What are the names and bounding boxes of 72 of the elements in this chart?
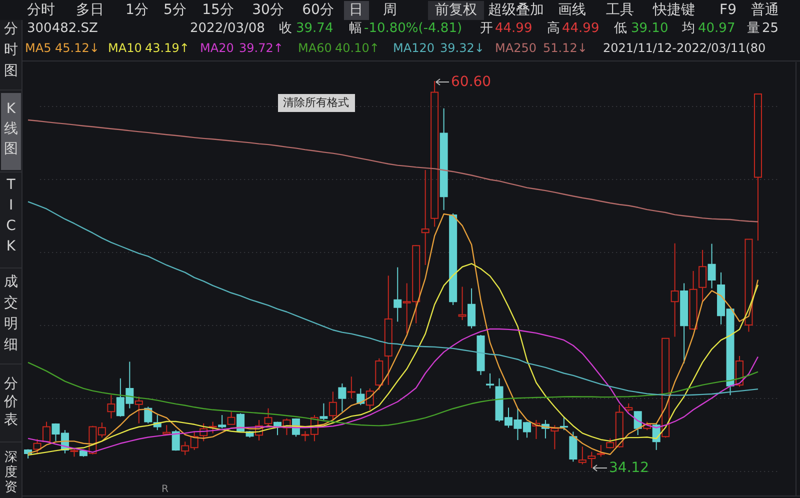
text: 收 [279,21,292,36]
text: 工具 [606,2,634,18]
text: 深度资 [4,450,18,495]
candlestick [255,420,264,441]
chart-title: 300482.SZ [27,21,98,36]
candlestick [347,376,356,399]
text: -10.80%(-4.81) [364,21,462,36]
annotation: 60.60 [451,74,492,90]
candlestick [440,108,448,211]
annotation: R [162,484,169,495]
text: TICK [6,177,16,254]
candlestick [394,266,402,322]
text: F9 [720,2,736,18]
text: 周 [383,2,397,18]
candlestick [670,242,679,338]
text: 分时 [27,2,55,18]
candlestick [744,238,753,332]
text: 2021/11/12-2022/03/11(80 [603,41,766,55]
text: 超级叠加 [488,2,544,18]
text: 均 [681,21,695,36]
text: MA60 [298,41,332,55]
text: 成交明细 [4,274,18,353]
candlestick [680,282,688,364]
text: 45.12↓ [55,41,100,55]
text: 多日 [76,2,104,18]
candlestick [486,372,494,389]
text: 40.97 [698,21,736,36]
annotation: 34.12 [609,460,650,476]
candlestick [421,169,430,266]
text: 25 [762,21,779,36]
candlestick [430,80,439,228]
text: 39.72↑ [239,41,284,55]
candlestick [218,414,226,429]
text: 低 [614,21,627,36]
annotation: 清除所有格式 [283,96,349,109]
text: 高 [547,20,560,36]
text: 量 [747,21,760,36]
text: 幅 [349,21,362,36]
text: K线图 [4,101,18,157]
text: MA10 [108,41,142,55]
text: 39.74 [296,21,334,36]
text: 2022/03/08 [190,21,265,36]
text: MA250 [495,41,536,55]
text: 30分 [252,2,284,18]
text: 15分 [202,2,234,18]
text: 快捷键 [652,2,695,18]
candlestick [754,94,762,242]
text: 40.10↑ [335,41,380,55]
text: 43.19↑ [145,41,190,55]
candlestick [107,394,116,419]
text: MA20 [200,41,234,55]
text: 普通 [751,1,779,18]
text: 60分 [302,2,334,18]
text: 44.99 [495,21,532,36]
text: 39.32↓ [440,41,484,55]
text: 分价表 [3,376,18,428]
text: 51.12↓ [543,41,588,55]
text: 开 [480,21,493,36]
text: 5分 [164,2,186,18]
candlestick [708,243,716,289]
text: MA5 [25,41,52,55]
text: 44.99 [562,21,600,36]
text: 日 [349,2,363,18]
candlestick [698,249,707,302]
text: 画线 [558,2,586,18]
text: MA120 [393,41,434,55]
text: 39.10 [631,21,668,36]
text: 前复权 [435,2,477,18]
candlestick [384,275,392,386]
text: 1分 [126,2,148,18]
text: 分时图 [4,21,18,79]
candlestick [532,420,540,440]
